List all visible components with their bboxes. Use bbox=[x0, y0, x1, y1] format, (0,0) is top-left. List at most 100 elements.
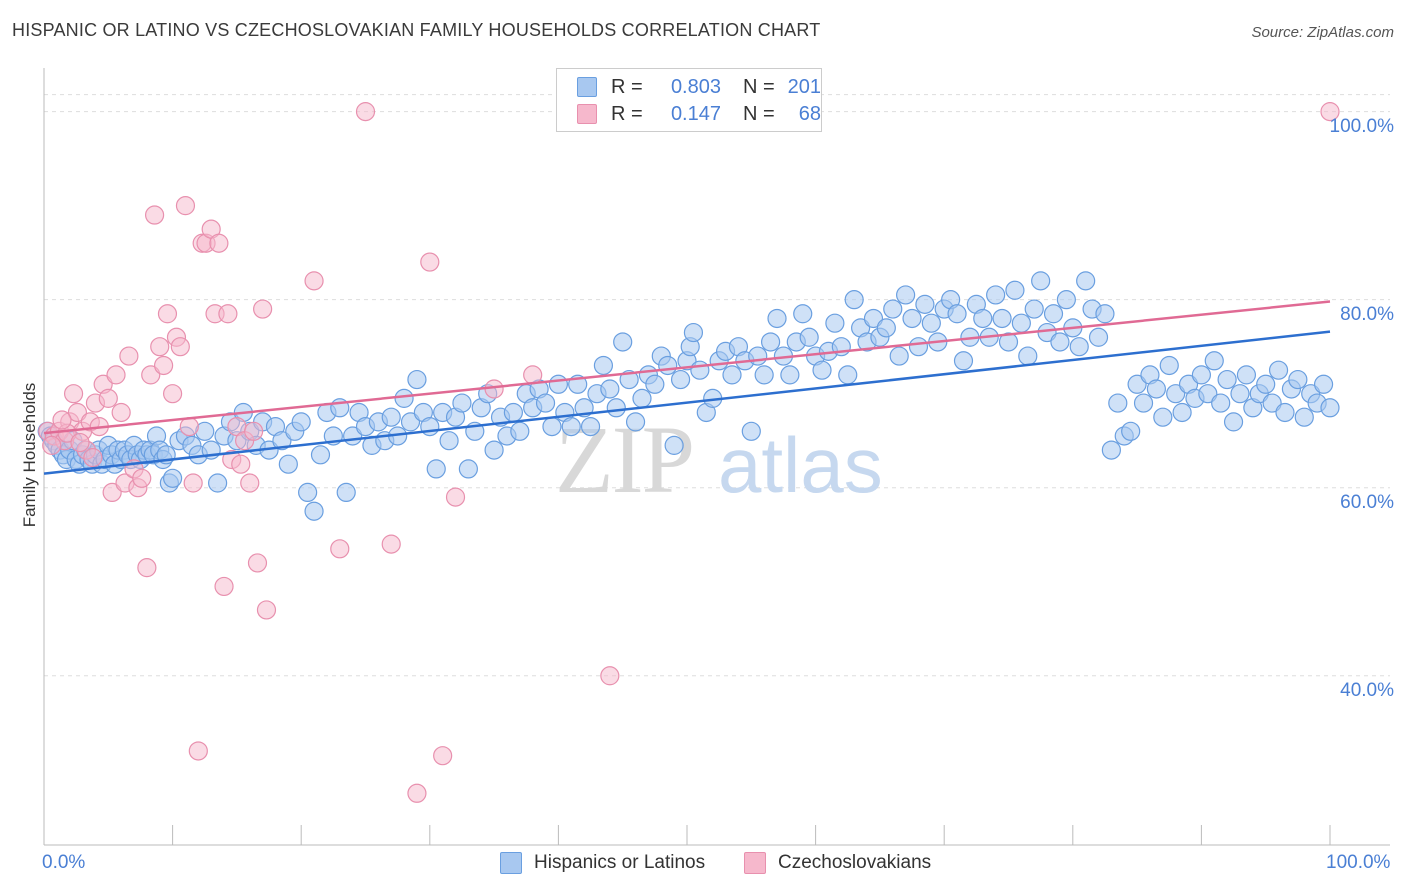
point-czechoslovakians bbox=[407, 783, 427, 803]
point-czechoslovakians bbox=[256, 600, 277, 620]
point-hispanics bbox=[921, 313, 941, 333]
point-hispanics bbox=[1076, 271, 1096, 291]
point-hispanics bbox=[690, 360, 710, 380]
point-hispanics bbox=[953, 351, 974, 371]
point-hispanics bbox=[1127, 374, 1147, 394]
point-hispanics bbox=[381, 407, 401, 427]
point-hispanics bbox=[1236, 365, 1257, 385]
series-czechoslovakians-points bbox=[38, 102, 1340, 803]
point-hispanics bbox=[915, 294, 935, 314]
point-czechoslovakians bbox=[253, 299, 273, 319]
point-hispanics bbox=[1095, 304, 1115, 324]
point-czechoslovakians bbox=[183, 473, 203, 493]
bottom-legend-label: Czechoslovakians bbox=[778, 852, 932, 873]
point-hispanics bbox=[394, 388, 414, 408]
point-hispanics bbox=[1101, 440, 1121, 460]
legend-row-hispanics: R = 0.803 N = 201 bbox=[577, 74, 821, 100]
point-hispanics bbox=[272, 431, 292, 451]
point-hispanics bbox=[1288, 369, 1308, 390]
point-hispanics bbox=[780, 365, 800, 385]
point-hispanics bbox=[606, 398, 626, 418]
point-czechoslovakians bbox=[137, 558, 157, 578]
point-hispanics bbox=[722, 365, 742, 385]
point-hispanics bbox=[838, 365, 858, 385]
point-hispanics bbox=[1159, 355, 1179, 376]
point-hispanics bbox=[510, 421, 530, 441]
point-czechoslovakians bbox=[70, 432, 90, 453]
point-hispanics bbox=[1268, 360, 1289, 380]
point-czechoslovakians bbox=[141, 365, 161, 385]
point-hispanics bbox=[883, 299, 903, 319]
point-hispanics bbox=[799, 327, 819, 347]
trend-line-czechoslovakians bbox=[43, 300, 1331, 435]
point-hispanics bbox=[439, 431, 459, 451]
point-czechoslovakians bbox=[523, 365, 543, 385]
point-hispanics bbox=[278, 454, 298, 474]
point-hispanics bbox=[793, 304, 813, 324]
point-hispanics bbox=[298, 482, 318, 503]
point-czechoslovakians bbox=[218, 304, 238, 324]
point-czechoslovakians bbox=[209, 233, 229, 253]
point-hispanics bbox=[1050, 332, 1070, 352]
point-hispanics bbox=[1191, 365, 1212, 385]
point-czechoslovakians bbox=[63, 384, 84, 404]
point-hispanics bbox=[310, 445, 331, 465]
point-czechoslovakians bbox=[244, 421, 264, 441]
bottom-legend-czechoslovakians: Czechoslovakians bbox=[744, 852, 931, 874]
point-czechoslovakians bbox=[119, 346, 139, 366]
point-hispanics bbox=[1056, 290, 1076, 310]
point-hispanics bbox=[889, 346, 909, 366]
legend-r-value: 0.803 bbox=[670, 75, 721, 98]
point-czechoslovakians bbox=[330, 539, 350, 559]
bottom-legend-label: Hispanics or Latinos bbox=[534, 852, 706, 873]
point-czechoslovakians bbox=[304, 271, 324, 291]
point-hispanics bbox=[1172, 402, 1192, 423]
point-czechoslovakians bbox=[42, 435, 62, 455]
point-czechoslovakians bbox=[1320, 102, 1340, 122]
point-hispanics bbox=[863, 308, 884, 329]
legend-swatch-blue bbox=[577, 77, 597, 97]
point-hispanics bbox=[484, 440, 504, 460]
point-czechoslovakians bbox=[163, 384, 183, 404]
point-hispanics bbox=[908, 337, 929, 357]
point-hispanics bbox=[1146, 379, 1166, 399]
y-tick-label: 40.0% bbox=[1340, 679, 1394, 701]
point-hispanics bbox=[902, 308, 922, 329]
trend-lines bbox=[43, 300, 1331, 475]
point-hispanics bbox=[1153, 407, 1173, 427]
legend-r-label: R = bbox=[611, 75, 643, 98]
trend-line-hispanics bbox=[43, 330, 1331, 475]
point-hispanics bbox=[748, 346, 768, 366]
series-hispanics-points bbox=[37, 271, 1340, 521]
point-hispanics bbox=[1108, 393, 1128, 413]
point-czechoslovakians bbox=[150, 337, 170, 357]
point-hispanics bbox=[458, 459, 478, 479]
point-czechoslovakians bbox=[247, 553, 268, 573]
point-hispanics bbox=[1024, 299, 1044, 319]
point-czechoslovakians bbox=[111, 402, 131, 423]
legend-n-label: N = bbox=[743, 102, 775, 125]
point-czechoslovakians bbox=[52, 410, 72, 430]
point-czechoslovakians bbox=[188, 741, 208, 761]
point-hispanics bbox=[1043, 304, 1064, 324]
point-hispanics bbox=[542, 416, 562, 437]
point-czechoslovakians bbox=[67, 402, 88, 423]
point-hispanics bbox=[767, 308, 787, 329]
point-hispanics bbox=[812, 360, 832, 380]
point-hispanics bbox=[992, 308, 1012, 329]
point-hispanics bbox=[670, 369, 691, 390]
legend-n-value: 68 bbox=[798, 102, 821, 125]
point-hispanics bbox=[1262, 393, 1282, 413]
point-hispanics bbox=[336, 482, 356, 503]
chart-title: HISPANIC OR LATINO VS CZECHOSLOVAKIAN FA… bbox=[12, 20, 821, 40]
point-hispanics bbox=[683, 322, 704, 343]
point-hispanics bbox=[754, 365, 774, 385]
point-hispanics bbox=[1088, 327, 1109, 347]
point-hispanics bbox=[741, 421, 761, 441]
axes bbox=[43, 68, 1390, 846]
chart-source: Source: ZipAtlas.com bbox=[1251, 24, 1394, 41]
y-tick-label: 80.0% bbox=[1340, 303, 1394, 325]
point-hispanics bbox=[625, 412, 646, 432]
point-czechoslovakians bbox=[83, 448, 103, 468]
point-hispanics bbox=[561, 416, 581, 437]
